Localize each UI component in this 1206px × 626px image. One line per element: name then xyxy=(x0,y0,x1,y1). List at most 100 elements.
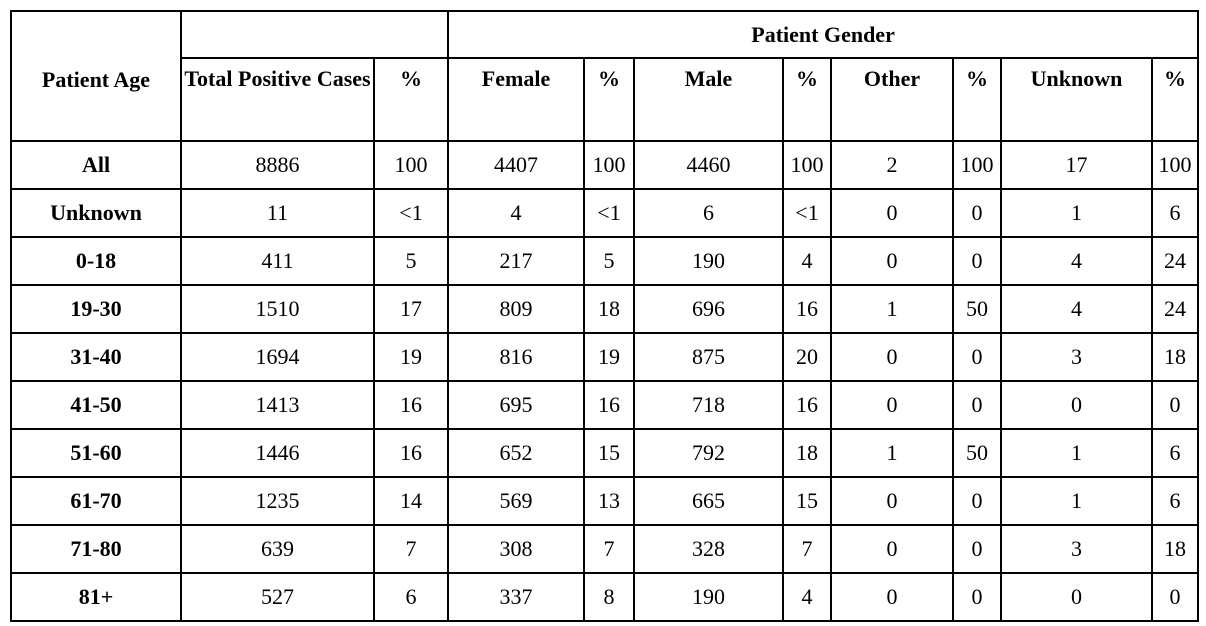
data-cell: 0 xyxy=(1000,572,1153,622)
data-cell: 0 xyxy=(830,188,954,238)
patient-age-header: Patient Age xyxy=(10,10,182,142)
data-cell: 18 xyxy=(782,428,832,478)
data-cell: 652 xyxy=(447,428,585,478)
data-cell: 4 xyxy=(782,572,832,622)
data-cell: 0 xyxy=(952,332,1002,382)
data-cell: 6 xyxy=(373,572,449,622)
data-cell: 0 xyxy=(830,572,954,622)
data-cell: 50 xyxy=(952,428,1002,478)
data-cell: 0 xyxy=(830,476,954,526)
data-cell: 3 xyxy=(1000,332,1153,382)
age-label: Unknown xyxy=(10,188,182,238)
data-cell: 1 xyxy=(1000,188,1153,238)
data-cell: 1235 xyxy=(180,476,375,526)
col-header-other: Other xyxy=(830,57,954,142)
data-cell: 16 xyxy=(782,380,832,430)
data-cell: 527 xyxy=(180,572,375,622)
data-cell: 1694 xyxy=(180,332,375,382)
data-cell: 4 xyxy=(782,236,832,286)
age-label: 0-18 xyxy=(10,236,182,286)
table-row-0-18: 0-18 411 5 217 5 190 4 0 0 4 24 xyxy=(10,236,1200,286)
data-cell: 0 xyxy=(830,380,954,430)
data-cell: 16 xyxy=(373,380,449,430)
table-row-all: All 8886 100 4407 100 4460 100 2 100 17 … xyxy=(10,140,1200,190)
data-cell: 20 xyxy=(782,332,832,382)
sub-header-row: Total Positive Cases % Female % Male % O… xyxy=(11,57,1200,142)
group-header-row: Patient Age Patient Gender xyxy=(10,10,1200,142)
data-cell: 100 xyxy=(373,140,449,190)
data-cell: 24 xyxy=(1150,284,1200,334)
age-label: 81+ xyxy=(10,572,182,622)
data-cell: 809 xyxy=(447,284,585,334)
col-header-male: Male xyxy=(633,57,784,142)
col-header-pct-other: % xyxy=(952,57,1002,142)
data-cell: 14 xyxy=(373,476,449,526)
data-cell: 875 xyxy=(633,332,784,382)
data-cell: 15 xyxy=(583,428,635,478)
data-cell: 1 xyxy=(1000,476,1153,526)
data-cell: 190 xyxy=(633,572,784,622)
empty-header-cell xyxy=(180,10,449,59)
table-row-71-80: 71-80 639 7 308 7 328 7 0 0 3 18 xyxy=(10,524,1200,574)
data-cell: 0 xyxy=(830,332,954,382)
table-row-41-50: 41-50 1413 16 695 16 718 16 0 0 0 0 xyxy=(10,380,1200,430)
data-cell: 696 xyxy=(633,284,784,334)
table-row-51-60: 51-60 1446 16 652 15 792 18 1 50 1 6 xyxy=(10,428,1200,478)
data-cell: 3 xyxy=(1000,524,1153,574)
data-cell: 4 xyxy=(447,188,585,238)
data-cell: 718 xyxy=(633,380,784,430)
data-cell: 0 xyxy=(952,572,1002,622)
data-cell: 18 xyxy=(1150,524,1200,574)
data-cell: 0 xyxy=(830,236,954,286)
table-row-61-70: 61-70 1235 14 569 13 665 15 0 0 1 6 xyxy=(10,476,1200,526)
age-label: 19-30 xyxy=(10,284,182,334)
data-cell: 695 xyxy=(447,380,585,430)
data-cell: 1 xyxy=(1000,428,1153,478)
data-cell: 0 xyxy=(830,524,954,574)
data-cell: 0 xyxy=(952,476,1002,526)
patient-gender-header: Patient Gender xyxy=(446,10,1200,59)
data-cell: 308 xyxy=(447,524,585,574)
data-cell: 0 xyxy=(1150,572,1200,622)
data-cell: 190 xyxy=(633,236,784,286)
data-cell: 1 xyxy=(830,428,954,478)
age-label: 31-40 xyxy=(10,332,182,382)
data-cell: <1 xyxy=(373,188,449,238)
data-cell: 4407 xyxy=(447,140,585,190)
col-header-pct-male: % xyxy=(782,57,832,142)
table-row-unknown: Unknown 11 <1 4 <1 6 <1 0 0 1 6 xyxy=(10,188,1200,238)
data-cell: 665 xyxy=(633,476,784,526)
age-label: 61-70 xyxy=(10,476,182,526)
data-cell: 0 xyxy=(1000,380,1153,430)
table-row-81-plus: 81+ 527 6 337 8 190 4 0 0 0 0 xyxy=(10,572,1200,622)
age-label: 71-80 xyxy=(10,524,182,574)
data-cell: 16 xyxy=(583,380,635,430)
data-cell: 328 xyxy=(633,524,784,574)
data-cell: 7 xyxy=(782,524,832,574)
data-cell: 11 xyxy=(180,188,375,238)
data-cell: 639 xyxy=(180,524,375,574)
data-cell: 18 xyxy=(583,284,635,334)
data-cell: 4460 xyxy=(633,140,784,190)
table-row-19-30: 19-30 1510 17 809 18 696 16 1 50 4 24 xyxy=(10,284,1200,334)
data-cell: 16 xyxy=(782,284,832,334)
table-row-31-40: 31-40 1694 19 816 19 875 20 0 0 3 18 xyxy=(10,332,1200,382)
data-cell: 50 xyxy=(952,284,1002,334)
data-cell: 1 xyxy=(830,284,954,334)
data-cell: 1510 xyxy=(180,284,375,334)
data-cell: 100 xyxy=(1150,140,1200,190)
data-cell: 17 xyxy=(1000,140,1153,190)
data-cell: 19 xyxy=(373,332,449,382)
data-cell: 569 xyxy=(447,476,585,526)
data-cell: 0 xyxy=(952,380,1002,430)
data-cell: 100 xyxy=(583,140,635,190)
data-cell: 0 xyxy=(952,236,1002,286)
data-cell: 16 xyxy=(373,428,449,478)
data-cell: 17 xyxy=(373,284,449,334)
data-cell: 24 xyxy=(1150,236,1200,286)
data-cell: 100 xyxy=(952,140,1002,190)
data-cell: 1413 xyxy=(180,380,375,430)
data-cell: 4 xyxy=(1000,284,1153,334)
data-cell: 411 xyxy=(180,236,375,286)
data-cell: 18 xyxy=(1150,332,1200,382)
